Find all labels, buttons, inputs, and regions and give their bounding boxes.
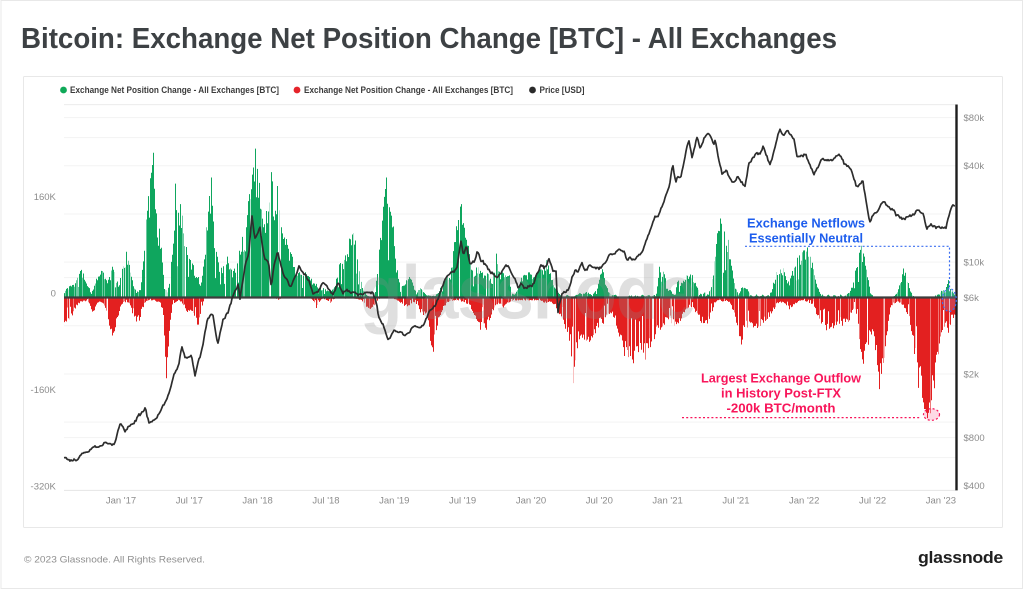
svg-text:Jul '19: Jul '19 [449, 496, 476, 507]
svg-text:Jan '23: Jan '23 [926, 496, 956, 507]
svg-text:Jan '22: Jan '22 [789, 496, 819, 507]
svg-text:Jul '18: Jul '18 [312, 496, 339, 507]
svg-text:in History Post-FTX: in History Post-FTX [721, 385, 841, 400]
svg-text:Bitcoin: Exchange Net Position: Bitcoin: Exchange Net Position Change [B… [21, 23, 837, 55]
svg-text:© 2023 Glassnode. All Rights R: © 2023 Glassnode. All Rights Reserved. [24, 555, 205, 566]
svg-text:0: 0 [51, 289, 56, 300]
svg-text:-320K: -320K [31, 482, 57, 493]
svg-text:Jan '20: Jan '20 [516, 496, 546, 507]
svg-text:glassnode: glassnode [918, 548, 1003, 567]
svg-text:Jan '21: Jan '21 [652, 496, 682, 507]
svg-text:Jul '17: Jul '17 [176, 496, 203, 507]
svg-text:Price [USD]: Price [USD] [540, 85, 585, 95]
svg-text:Jan '17: Jan '17 [106, 496, 136, 507]
svg-text:Exchange Net Position Change -: Exchange Net Position Change - All Excha… [70, 85, 279, 95]
svg-text:Exchange Net Position Change -: Exchange Net Position Change - All Excha… [304, 85, 513, 95]
svg-text:Essentially Neutral: Essentially Neutral [749, 230, 863, 245]
svg-text:Jul '21: Jul '21 [722, 496, 749, 507]
svg-text:Largest Exchange Outflow: Largest Exchange Outflow [701, 370, 862, 385]
svg-text:$400: $400 [964, 481, 985, 492]
svg-text:Jul '20: Jul '20 [586, 496, 613, 507]
svg-text:$2k: $2k [964, 369, 980, 380]
svg-text:$80k: $80k [964, 113, 985, 124]
svg-text:$800: $800 [964, 433, 985, 444]
svg-text:$6k: $6k [964, 293, 980, 304]
svg-text:-200k BTC/month: -200k BTC/month [727, 400, 836, 415]
svg-text:Jul '22: Jul '22 [859, 496, 886, 507]
svg-text:$40k: $40k [964, 161, 985, 172]
svg-text:Jan '18: Jan '18 [242, 496, 272, 507]
svg-text:160K: 160K [34, 192, 57, 203]
svg-text:$10k: $10k [964, 257, 985, 268]
svg-text:-160K: -160K [31, 385, 57, 396]
svg-text:Jan '19: Jan '19 [379, 496, 409, 507]
svg-text:Exchange Netflows: Exchange Netflows [747, 216, 865, 231]
svg-text:glassnode: glassnode [360, 251, 695, 336]
